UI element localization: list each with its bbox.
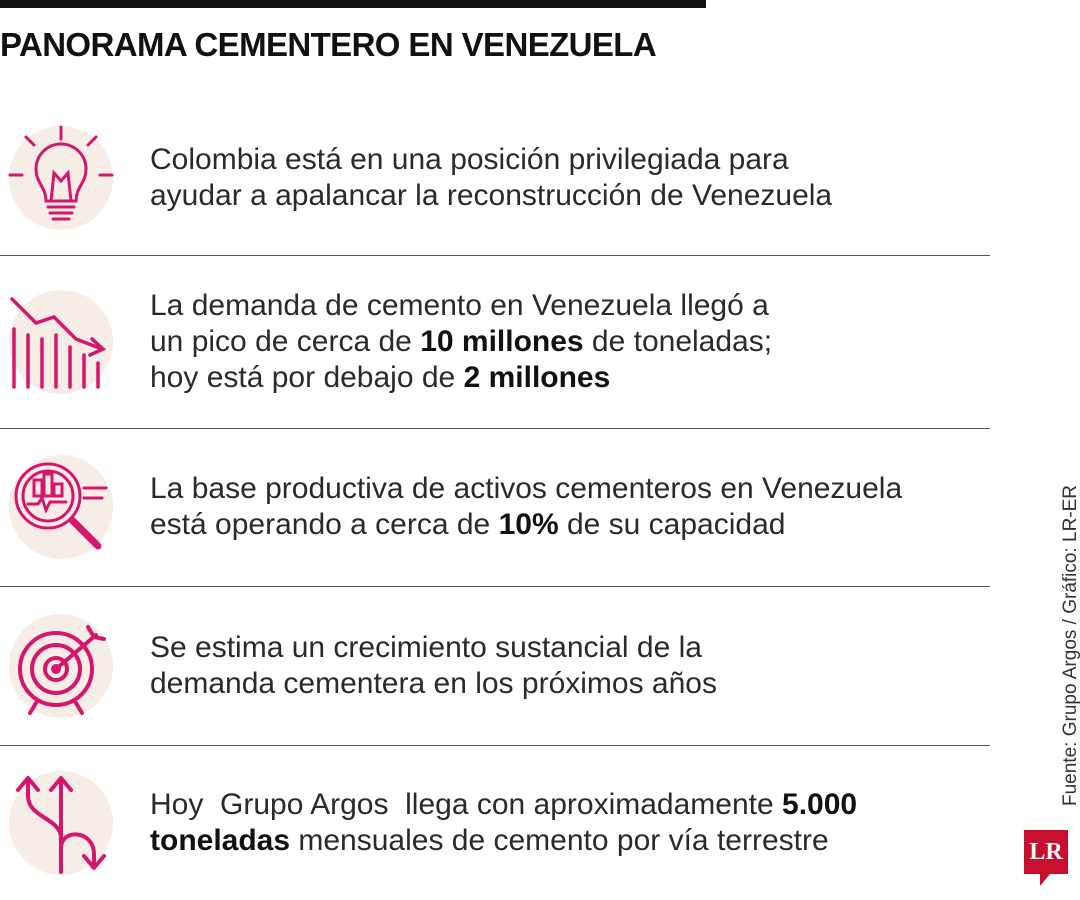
- text: hoy está por debajo de: [150, 360, 464, 394]
- item-row: La demanda de cemento en Venezuela llegó…: [0, 255, 990, 429]
- text: demanda cementera en los próximos años: [150, 666, 717, 700]
- item-row: Se estima un crecimiento sustancial de l…: [0, 586, 990, 746]
- text-line: hoy está por debajo de 2 millones: [150, 360, 772, 396]
- text: mensuales de cemento por vía terrestre: [290, 823, 829, 857]
- text: de toneladas;: [583, 324, 773, 358]
- text-line: está operando a cerca de 10% de su capac…: [150, 507, 902, 543]
- logo: LR: [1024, 830, 1068, 874]
- icon-analysis: [9, 455, 113, 559]
- text: está operando a cerca de: [150, 508, 499, 541]
- item-text: La demanda de cemento en Venezuela llegó…: [150, 288, 772, 396]
- bold-text: toneladas: [150, 823, 291, 857]
- text-line: un pico de cerca de 10 millones de tonel…: [150, 324, 772, 360]
- text-line: Se estima un crecimiento sustancial de l…: [150, 630, 717, 666]
- item-row: Colombia está en una posición privilegia…: [0, 100, 990, 256]
- icon-target: [9, 613, 113, 718]
- text-line: La demanda de cemento en Venezuela llegó…: [150, 288, 772, 324]
- item-text: Se estima un crecimiento sustancial de l…: [150, 630, 717, 702]
- text: La base productiva de activos cementeros…: [150, 472, 903, 505]
- text: un pico de cerca de: [150, 324, 421, 358]
- icon-routes: [9, 770, 113, 875]
- text: Hoy Grupo Argos llega con aproximadament…: [150, 787, 783, 821]
- text: Se estima un crecimiento sustancial de l…: [150, 630, 702, 664]
- title: PANORAMA CEMENTERO EN VENEZUELA: [0, 26, 657, 63]
- icon-bulb: [8, 125, 114, 230]
- text-line: demanda cementera en los próximos años: [150, 666, 717, 702]
- bold-text: 2 millones: [463, 360, 611, 394]
- text-line: toneladas mensuales de cemento por vía t…: [150, 823, 857, 859]
- item-text: Colombia está en una posición privilegia…: [150, 142, 832, 214]
- text-line: ayudar a apalancar la reconstrucción de …: [150, 178, 832, 214]
- icon-decline: [9, 289, 113, 394]
- logo-tail: [1040, 874, 1050, 886]
- text: Colombia está en una posición privilegia…: [150, 142, 789, 176]
- bold-text: 10 millones: [420, 324, 584, 358]
- item-row: La base productiva de activos cementeros…: [0, 428, 990, 587]
- text: ayudar a apalancar la reconstrucción de …: [150, 178, 833, 212]
- item-row: Hoy Grupo Argos llega con aproximadament…: [0, 745, 990, 900]
- top-bar: [0, 0, 706, 8]
- bold-text: 5.000: [782, 787, 858, 821]
- source-note: Fuente: Grupo Argos / Gráfico: LR-ER: [1060, 484, 1080, 806]
- text-line: La base productiva de activos cementeros…: [150, 471, 902, 507]
- text: de su capacidad: [558, 508, 786, 541]
- text-line: Hoy Grupo Argos llega con aproximadament…: [150, 787, 857, 823]
- text-line: Colombia está en una posición privilegia…: [150, 142, 832, 178]
- text: La demanda de cemento en Venezuela llegó…: [150, 288, 769, 322]
- item-text: La base productiva de activos cementeros…: [150, 471, 902, 543]
- item-text: Hoy Grupo Argos llega con aproximadament…: [150, 787, 857, 859]
- bold-text: 10%: [498, 508, 559, 541]
